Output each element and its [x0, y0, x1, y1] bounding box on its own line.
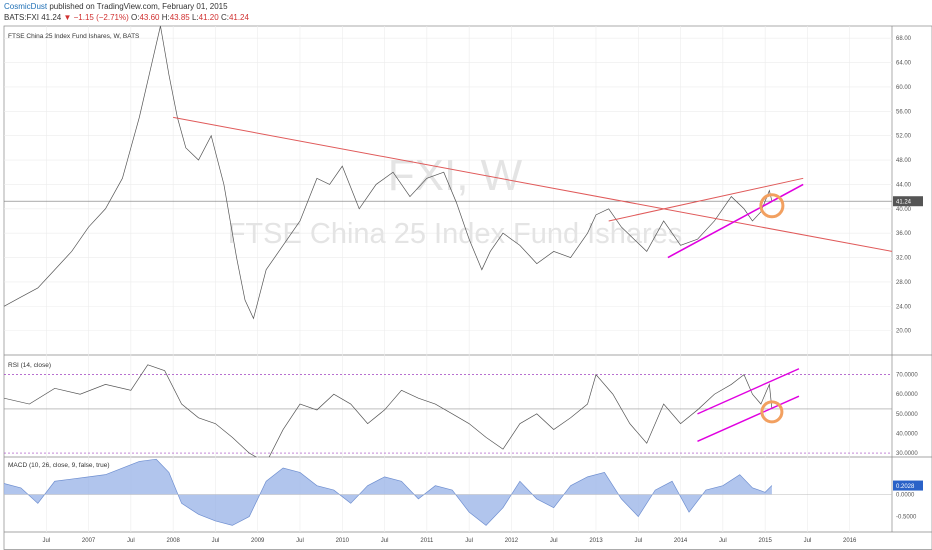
- x-tick-label: 2015: [758, 538, 772, 544]
- close-label: C:: [220, 13, 229, 22]
- last-price-badge: [893, 196, 923, 207]
- price-tick-label: 56.00: [896, 109, 912, 115]
- price-tick-label: 48.00: [896, 158, 912, 164]
- price-tick-label: 64.00: [896, 61, 912, 67]
- x-tick-label: Jul: [550, 538, 558, 544]
- chart-title: FTSE China 25 Index Fund Ishares, W, BAT…: [8, 33, 140, 40]
- price-tick-label: 36.00: [896, 231, 912, 237]
- x-tick-label: 2010: [336, 538, 350, 544]
- quote-line: BATS:FXI 41.24 ▼ −1.15 (−2.71%) O:43.60 …: [4, 13, 249, 22]
- macd-last-badge-label: 0.2028: [896, 484, 915, 490]
- x-tick-label: Jul: [212, 538, 220, 544]
- price-tick-label: 68.00: [896, 36, 912, 42]
- macd-area: [4, 459, 772, 526]
- author-link[interactable]: CosmicDust: [4, 2, 48, 11]
- price-tick-label: 32.00: [896, 256, 912, 262]
- x-tick-label: Jul: [381, 538, 389, 544]
- high-label: H:: [161, 13, 170, 22]
- rsi-tick-label: 50.0000: [896, 412, 918, 418]
- price-tick-label: 28.00: [896, 280, 912, 286]
- last-price: 41.24: [41, 13, 62, 22]
- macd-tick-label: 0.0000: [896, 493, 915, 499]
- x-tick-label: Jul: [127, 538, 135, 544]
- x-tick-label: 2012: [505, 538, 519, 544]
- x-tick-label: 2008: [166, 538, 180, 544]
- price-tick-label: 52.00: [896, 134, 912, 140]
- x-tick-label: Jul: [42, 538, 50, 544]
- rsi-tick-label: 60.0000: [896, 392, 918, 398]
- x-tick-label: Jul: [804, 538, 812, 544]
- rsi-series-line: [4, 364, 773, 457]
- macd-label: MACD (10, 26, close, 9, false, true): [8, 462, 110, 469]
- low-label: L:: [192, 13, 199, 22]
- macd-series-line: [4, 458, 773, 526]
- price-trendline: [173, 116, 893, 252]
- x-tick-label: 2013: [589, 538, 603, 544]
- close-value: 41.24: [228, 13, 249, 22]
- rsi-trendline: [697, 368, 800, 415]
- rsi-tick-label: 30.0000: [896, 451, 918, 457]
- rsi-highlight-circle: [760, 400, 784, 424]
- publisher-line: CosmicDust published on TradingView.com,…: [4, 2, 228, 11]
- rsi-tick-label: 70.0000: [896, 373, 918, 379]
- x-tick-label: Jul: [634, 538, 642, 544]
- open-label: O:: [131, 13, 140, 22]
- price-highlight-circle: [759, 193, 785, 219]
- x-tick-label: Jul: [719, 538, 727, 544]
- open-value: 43.60: [139, 13, 160, 22]
- x-tick-label: Jul: [296, 538, 304, 544]
- down-arrow-icon: ▼: [63, 13, 72, 22]
- price-tick-label: 40.00: [896, 207, 912, 213]
- price-series-line: [3, 25, 773, 320]
- price-trendline: [608, 177, 804, 222]
- high-value: 43.85: [169, 13, 190, 22]
- x-tick-label: 2009: [251, 538, 265, 544]
- price-change: −1.15 (−2.71%): [73, 13, 129, 22]
- rsi-trendline: [697, 395, 800, 442]
- price-trendline: [667, 183, 804, 259]
- published-text: published on TradingView.com, February 0…: [49, 2, 228, 11]
- x-tick-label: 2007: [82, 538, 96, 544]
- x-tick-label: 2011: [420, 538, 434, 544]
- watermark-symbol: FXI, W: [388, 151, 523, 200]
- x-tick-label: 2016: [843, 538, 857, 544]
- x-tick-label: Jul: [465, 538, 473, 544]
- price-tick-label: 20.00: [896, 329, 912, 335]
- rsi-tick-label: 40.0000: [896, 431, 918, 437]
- x-tick-label: 2014: [674, 538, 688, 544]
- macd-tick-label: -0.5000: [896, 515, 917, 521]
- watermark-name: FTSE China 25 Index Fund Ishares: [228, 218, 683, 250]
- last-price-badge-label: 41.24: [896, 200, 912, 206]
- price-tick-label: 24.00: [896, 304, 912, 310]
- rsi-label: RSI (14, close): [8, 362, 51, 369]
- macd-last-badge: [893, 480, 923, 491]
- symbol-label: BATS:FXI: [4, 13, 39, 22]
- price-tick-label: 60.00: [896, 85, 912, 91]
- price-tick-label: 44.00: [896, 182, 912, 188]
- low-value: 41.20: [198, 13, 219, 22]
